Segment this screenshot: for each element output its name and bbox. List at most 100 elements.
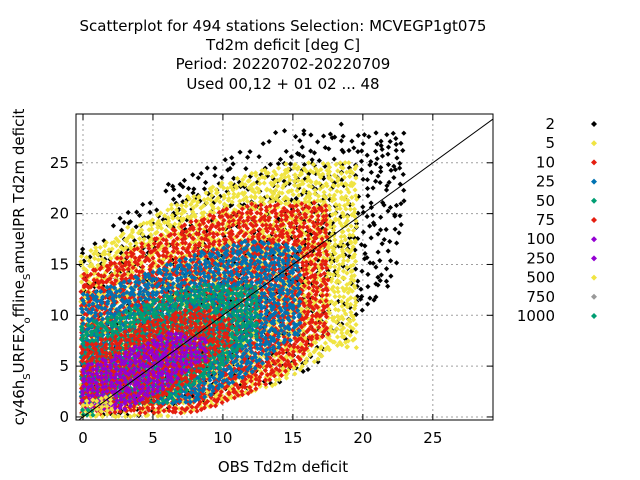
scatter-point [274, 183, 281, 189]
scatter-point [321, 189, 327, 195]
scatter-point [388, 273, 394, 279]
scatter-point [312, 191, 318, 197]
scatter-point [388, 167, 394, 173]
scatter-point [230, 194, 236, 201]
scatter-point [353, 344, 359, 351]
scatter-point [347, 238, 354, 245]
scatter-point [343, 286, 350, 292]
scatter-point [329, 231, 335, 237]
scatter-point [393, 260, 400, 266]
scatter-point [270, 198, 276, 204]
scatter-point [345, 227, 351, 233]
scatter-point [167, 257, 174, 264]
scatter-point [316, 351, 322, 357]
scatter-point [385, 144, 392, 150]
scatter-point [178, 410, 184, 416]
scatter-point [112, 260, 118, 266]
scatter-point [321, 325, 327, 332]
scatter-point [338, 138, 344, 144]
scatter-point [127, 413, 133, 420]
scatter-point [326, 192, 333, 198]
scatter-point [95, 317, 101, 323]
scatter-point [339, 342, 345, 348]
scatter-point [384, 132, 390, 138]
scatter-point [81, 265, 87, 271]
scatter-point [138, 260, 145, 266]
scatter-point [261, 353, 268, 359]
scatter-point [299, 178, 305, 184]
scatter-point [341, 254, 347, 260]
scatter-point [106, 266, 112, 272]
scatter-point [147, 209, 153, 215]
scatter-point [348, 309, 354, 315]
scatter-point [226, 389, 232, 396]
scatter-point [320, 161, 326, 167]
scatter-point [344, 247, 350, 253]
scatter-point [157, 240, 164, 246]
scatter-point [221, 192, 227, 199]
scatter-point [198, 170, 204, 177]
title-line-2: Td2m deficit [deg C] [205, 36, 360, 54]
scatter-point [201, 203, 207, 209]
scatter-point [397, 160, 403, 166]
scatter-point [283, 375, 290, 381]
scatter-point [260, 196, 267, 203]
scatter-point [320, 133, 327, 139]
scatter-point [150, 255, 156, 261]
scatter-point [341, 243, 347, 249]
scatter-point [380, 200, 386, 206]
scatter-point [379, 241, 385, 247]
scatter-point [341, 288, 347, 294]
scatter-point [168, 231, 174, 238]
scatter-point [169, 292, 176, 299]
scatter-point [303, 337, 309, 343]
scatter-point [334, 334, 341, 340]
scatter-point [118, 244, 124, 251]
scatter-point [257, 199, 263, 205]
scatter-point [119, 276, 125, 282]
scatter-point [211, 210, 217, 216]
scatter-point [224, 397, 230, 403]
scatter-point [228, 388, 234, 394]
scatter-point [325, 171, 331, 177]
scatter-point [301, 187, 307, 193]
scatter-point [97, 244, 103, 251]
scatter-point [142, 396, 149, 402]
scatter-point [139, 227, 145, 233]
scatter-point [207, 241, 213, 247]
scatter-point [318, 166, 324, 173]
scatter-point [237, 149, 243, 155]
scatter-point [192, 212, 198, 218]
scatter-point [364, 177, 371, 183]
scatter-point [378, 138, 384, 144]
scatter-point [83, 254, 90, 260]
scatter-point [83, 303, 89, 309]
scatter-point [351, 227, 357, 234]
scatter-point [137, 405, 143, 411]
scatter-point [378, 168, 384, 175]
scatter-point [305, 238, 311, 244]
scatter-point [190, 172, 196, 178]
scatter-point [348, 223, 354, 229]
scatter-point [235, 191, 242, 197]
scatter-point [313, 166, 319, 172]
scatter-point [88, 261, 94, 267]
scatter-point [211, 239, 217, 245]
scatter-point [340, 165, 346, 171]
scatter-point [349, 288, 355, 294]
scatter-point [304, 356, 310, 362]
scatter-point [353, 322, 359, 328]
scatter-point [348, 301, 354, 307]
scatter-point [97, 410, 103, 417]
scatter-point [123, 256, 129, 262]
scatter-point [326, 204, 332, 210]
scatter-point [186, 242, 193, 248]
scatter-point [373, 294, 379, 300]
scatter-point [172, 409, 178, 415]
scatter-point [221, 185, 227, 191]
scatter-point [340, 229, 346, 235]
scatter-point [341, 275, 347, 281]
scatter-point [336, 316, 342, 323]
scatter-point [103, 239, 109, 246]
